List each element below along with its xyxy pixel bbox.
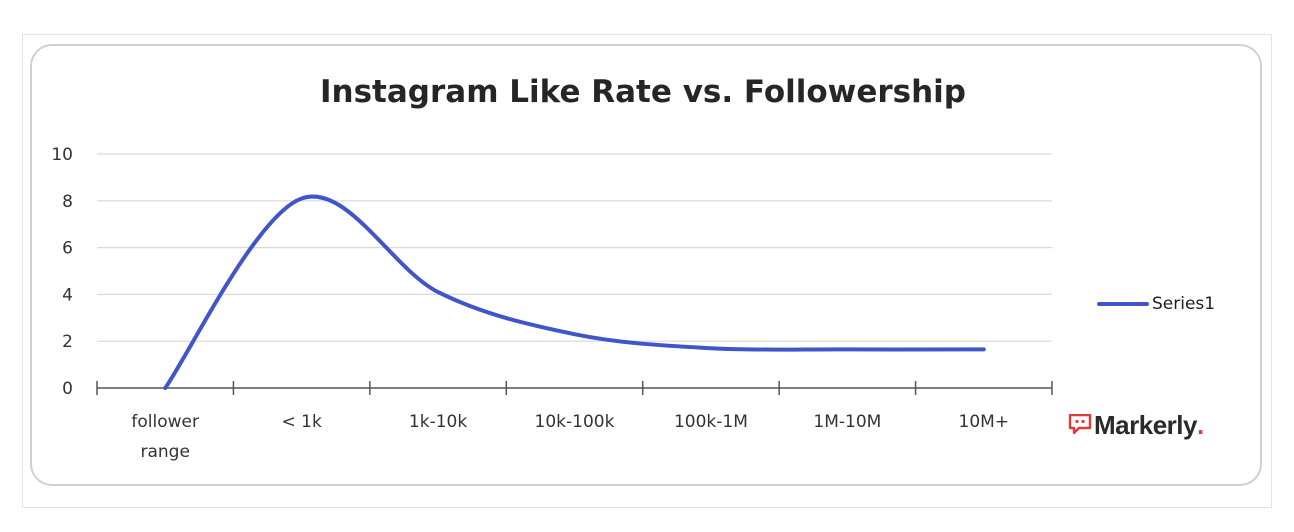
- chart-card: [30, 44, 1262, 486]
- x-tick-label: 10k-100k: [535, 412, 615, 432]
- logo-dot: .: [1196, 410, 1204, 440]
- y-tick-label: 10: [51, 145, 73, 165]
- x-tick-label: 1M-10M: [813, 412, 881, 432]
- logo-text: Markerly: [1094, 410, 1197, 440]
- y-tick-label: 2: [62, 332, 73, 352]
- y-axis-tick-labels: 0 2 4 6 8 10: [51, 145, 73, 399]
- speech-bubble-icon: [1068, 413, 1092, 434]
- x-axis-tick-labels: follower range < 1k 1k-10k 10k-100k 100k-1M 1M…: [131, 412, 1009, 462]
- y-tick-label: 0: [62, 379, 73, 399]
- y-tick-label: 8: [62, 192, 73, 212]
- axes: [96, 381, 1053, 395]
- series-lines: [163, 194, 986, 390]
- markerly-logo: Markerly.: [1068, 410, 1204, 441]
- gridlines: [97, 153, 1052, 342]
- chart-title: Instagram Like Rate vs. Followership: [320, 74, 966, 110]
- legend-label-series1: Series1: [1152, 294, 1216, 314]
- x-tick-label: < 1k: [281, 412, 321, 432]
- y-tick-label: 6: [62, 239, 73, 259]
- x-tick-label: 1k-10k: [409, 412, 467, 432]
- y-tick-label: 4: [62, 285, 73, 305]
- legend: Series1: [1097, 292, 1215, 316]
- x-tick-label: 10M+: [959, 412, 1010, 432]
- x-tick-label: 100k-1M: [674, 412, 748, 432]
- series-line: [163, 194, 986, 390]
- legend-swatch-series1: [1097, 302, 1149, 306]
- x-tick-label: follower range: [131, 412, 199, 462]
